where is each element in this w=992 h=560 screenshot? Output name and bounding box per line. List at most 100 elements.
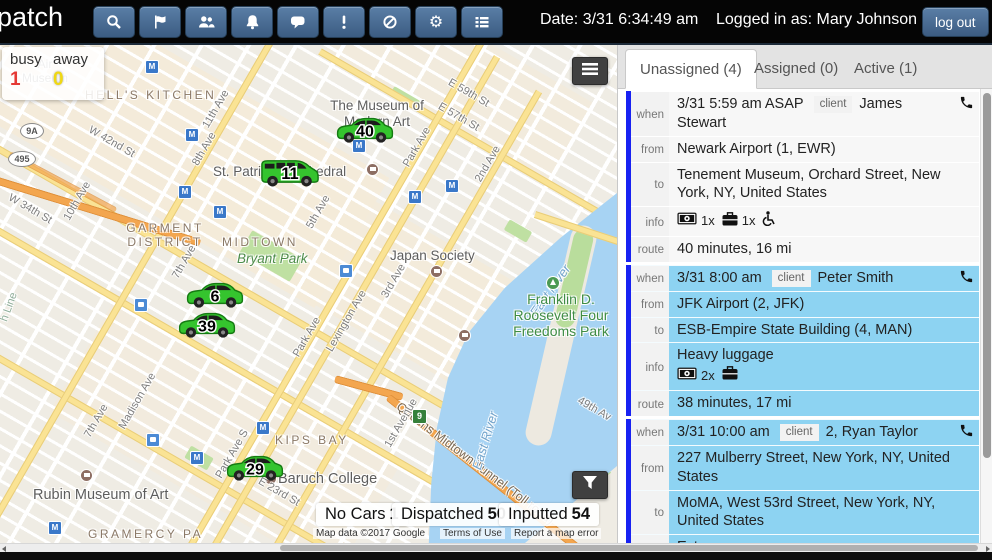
from-value: JFK Airport (2, JFK) <box>677 295 805 312</box>
info-value: Heavy luggage 2x <box>669 343 979 390</box>
park-tree-icon <box>546 276 560 290</box>
scroll-left-arrow[interactable] <box>2 546 6 552</box>
search-icon <box>106 14 122 30</box>
to-value: MoMA, West 53rd Street, New York, NY, Un… <box>677 494 936 530</box>
route-value: 40 minutes, 16 mi <box>677 241 792 258</box>
info-label: info <box>631 535 669 543</box>
car-marker-40[interactable]: 40 <box>334 111 396 150</box>
jobs-list-button[interactable] <box>461 6 503 38</box>
phone-icon[interactable] <box>959 423 974 443</box>
ride-card[interactable]: when 3/31 5:59 am ASAP client James Stewar… <box>626 91 979 262</box>
to-label: to <box>631 317 669 343</box>
info-label: info <box>631 343 669 391</box>
wheelchair-qty: 1x <box>741 213 756 229</box>
stat-dispatched[interactable]: Dispatched 50 <box>392 503 515 526</box>
alerts-button[interactable] <box>323 6 365 38</box>
car-marker-29[interactable]: 29 <box>224 449 286 488</box>
subway-icon: M <box>145 60 159 74</box>
stat-label: Inputted <box>508 505 568 523</box>
from-label: from <box>631 445 669 490</box>
tab-unassigned[interactable]: Unassigned (4) <box>625 49 757 89</box>
label-midtown: MIDTOWN <box>222 235 298 249</box>
horizontal-scrollbar-track[interactable] <box>0 543 992 552</box>
gear-icon: ⚙ <box>428 12 444 31</box>
horizontal-scrollbar-thumb[interactable] <box>280 545 978 551</box>
rubin-poi-icon <box>80 469 93 482</box>
to-row: to Tenement Museum, Orchard Street, New … <box>631 161 979 207</box>
from-value: 227 Mulberry Street, New York, NY, Unite… <box>677 449 950 485</box>
tab-active[interactable]: Active (1) <box>854 59 918 77</box>
hamburger-icon <box>582 62 598 80</box>
phone-icon[interactable] <box>959 95 974 115</box>
to-label: to <box>631 490 669 535</box>
subway-icon: M <box>48 521 62 535</box>
subway-icon: M <box>213 205 227 219</box>
drivers-button[interactable] <box>185 6 227 38</box>
app-title: patch <box>0 2 64 32</box>
route-label: route <box>631 391 669 416</box>
current-date: Date: 3/31 6:34:49 am <box>540 11 699 28</box>
when-label: when <box>631 419 669 445</box>
from-row: from JFK Airport (2, JFK) <box>631 290 979 317</box>
ride-card[interactable]: when 3/31 10:00 am client 2, Ryan Taylor f… <box>626 418 979 543</box>
bell-icon <box>245 14 260 30</box>
bus-stop-icon <box>134 298 148 312</box>
settings-button[interactable]: ⚙ <box>415 6 457 38</box>
car-marker-11[interactable]: 11 <box>259 152 321 194</box>
map-filter-button[interactable] <box>572 471 608 499</box>
phone-icon[interactable] <box>959 269 974 289</box>
car-number: 11 <box>281 165 298 183</box>
camera-poi-icon <box>458 329 471 342</box>
from-row: from Newark Airport (1, EWR) <box>631 135 979 162</box>
bus-stop-icon <box>339 264 353 278</box>
stat-no-cars[interactable]: No Cars1 <box>316 503 408 526</box>
scroll-right-arrow[interactable] <box>986 546 990 552</box>
when-text: 3/31 10:00 am <box>677 423 770 440</box>
panel-scrollbar-thumb[interactable] <box>982 93 991 458</box>
when-value: 3/31 5:59 am ASAP client James Stewart <box>669 92 979 136</box>
top-bar: patch ⚙ Date: 3/31 6:34:49 am Logged i <box>0 0 992 45</box>
search-button[interactable] <box>93 6 135 38</box>
flag-button[interactable] <box>139 6 181 38</box>
terms-of-use-link[interactable]: Terms of Use <box>440 528 505 539</box>
report-map-error-link[interactable]: Report a map error <box>511 528 602 539</box>
label-baruch-college: Baruch College <box>278 471 378 487</box>
car-number: 39 <box>198 318 216 336</box>
tab-bar: Unassigned (4) Assigned (0) Active (1) <box>618 43 992 89</box>
info-label: info <box>631 207 669 237</box>
route-value: 38 minutes, 17 mi <box>677 395 792 412</box>
bus-stop-icon <box>146 433 160 447</box>
map-menu-button[interactable] <box>572 57 608 85</box>
info-row: info 1x 1x <box>631 206 979 237</box>
panel-scrollbar-track[interactable] <box>980 89 992 543</box>
stat-inputted[interactable]: Inputted 54 <box>499 503 599 526</box>
from-label: from <box>631 291 669 317</box>
to-value: Tenement Museum, Orchard Street, New Yor… <box>677 166 941 202</box>
from-row: from 227 Mulberry Street, New York, NY, … <box>631 444 979 490</box>
car-marker-6[interactable]: 6 <box>184 276 246 315</box>
label-rubin-museum: Rubin Museum of Art <box>33 487 169 503</box>
tab-assigned[interactable]: Assigned (0) <box>754 59 839 77</box>
stat-label: No Cars <box>325 505 386 523</box>
ride-card[interactable]: when 3/31 8:00 am client Peter Smith from … <box>626 264 979 416</box>
funnel-icon <box>583 476 597 494</box>
logout-button[interactable]: log out <box>922 7 989 37</box>
route-shield-9: 9 <box>412 409 427 424</box>
route-label: route <box>631 237 669 262</box>
map-canvas[interactable]: LENOX HILL HELL'S KITCHEN Air Museum The… <box>0 43 617 543</box>
blocked-button[interactable] <box>369 6 411 38</box>
messages-button[interactable] <box>277 6 319 38</box>
when-text: 3/31 8:00 am <box>677 269 762 286</box>
car-marker-39[interactable]: 39 <box>176 306 238 345</box>
subway-icon: M <box>190 451 204 465</box>
subway-icon: M <box>445 179 459 193</box>
info-row: info Heavy luggage 2x <box>631 342 979 391</box>
from-label: from <box>631 136 669 162</box>
label-japan-society: Japan Society <box>390 248 475 263</box>
label-hells-kitchen: HELL'S KITCHEN <box>85 88 217 102</box>
briefcase-icon <box>722 211 738 232</box>
away-count: 0 <box>53 69 64 90</box>
notifications-button[interactable] <box>231 6 273 38</box>
luggage-qty: 1x <box>701 213 715 229</box>
label-garment-district: GARMENT DISTRICT <box>126 221 204 250</box>
